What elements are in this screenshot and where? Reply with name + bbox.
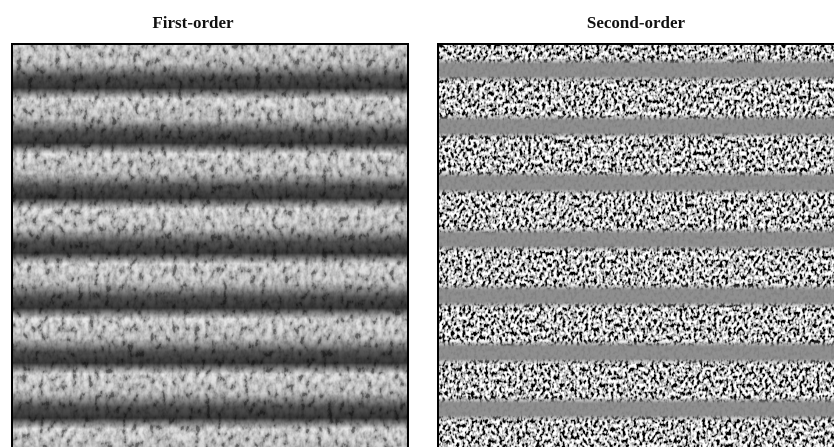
figure: First-order Second-order <box>0 0 834 447</box>
first-order-image <box>12 44 408 447</box>
panel-title: Second-order <box>587 13 686 32</box>
second-order-image <box>438 44 834 447</box>
gray-stripes <box>438 44 834 447</box>
noise-texture <box>12 44 408 447</box>
panel-title: First-order <box>152 13 234 32</box>
